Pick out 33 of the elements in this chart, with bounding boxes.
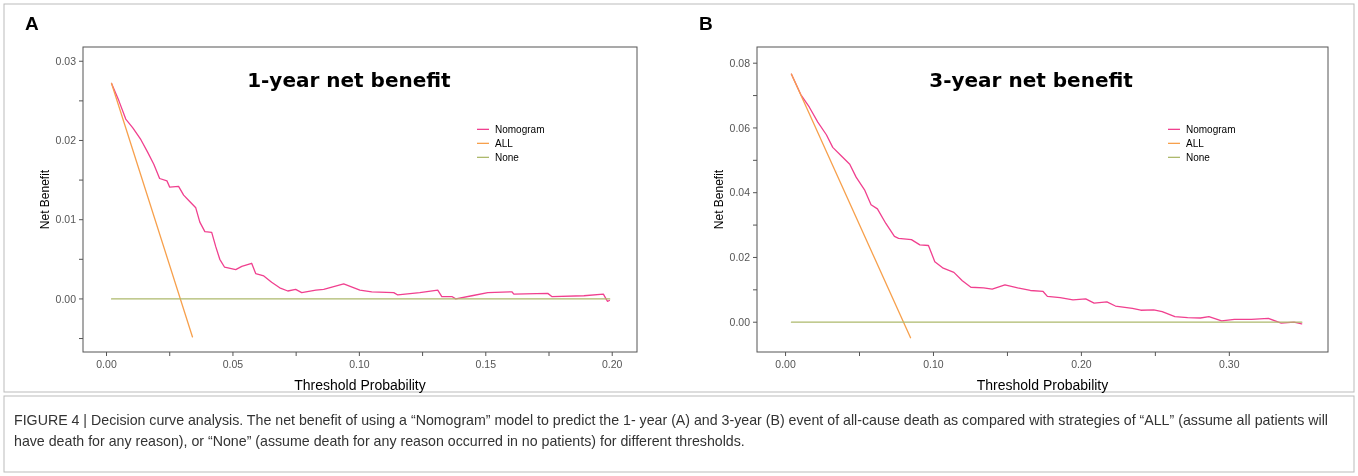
x-tick-label: 0.10 [923,358,944,370]
y-axis-title: Net Benefit [38,169,52,230]
x-tick-label: 0.00 [96,358,117,370]
y-tick-label: 0.06 [729,121,751,134]
y-tick-label: 0.08 [729,56,751,69]
x-axis-title: Threshold Probability [294,377,426,393]
caption: FIGURE 4 | Decision curve analysis. The net benefit of using a “Nomogram” model to predict the 1- year (A) and 3-year (B) event of all-cause death as compared with strategies of “ALL” (assume all patients will have death for any reason), or “None” (assume death for any reason occurred in no patients) for different thresholds. [14,411,1329,451]
x-axis-title: Threshold Probability [976,377,1109,393]
legend-label: Nomogram [1186,123,1236,135]
y-tick-label: 0.01 [55,213,77,226]
x-tick-label: 0.05 [222,358,244,370]
legend-label: None [495,151,520,163]
x-tick-label: 0.30 [1219,358,1240,370]
text: 3-year net benefit [929,68,1134,92]
text: 1-year net benefit [247,68,452,92]
x-tick-label: 0.10 [349,358,370,370]
text: B [699,13,713,34]
y-tick-label: 0.03 [55,54,77,67]
x-tick-label: 0.20 [1071,358,1092,370]
y-tick-label: 0.00 [55,292,77,305]
legend-label: None [1186,151,1211,163]
legend-label: ALL [495,137,514,149]
x-tick-label: 0.00 [775,358,796,370]
legend-label: ALL [1186,137,1205,149]
x-tick-label: 0.15 [475,358,497,370]
y-tick-label: 0.04 [729,186,751,199]
x-tick-label: 0.20 [602,358,623,370]
legend-label: Nomogram [495,123,545,135]
text: A [25,13,39,34]
y-tick-label: 0.00 [729,315,751,328]
y-axis-title: Net Benefit [712,169,726,230]
y-tick-label: 0.02 [55,134,77,147]
y-tick-label: 0.02 [729,251,751,264]
